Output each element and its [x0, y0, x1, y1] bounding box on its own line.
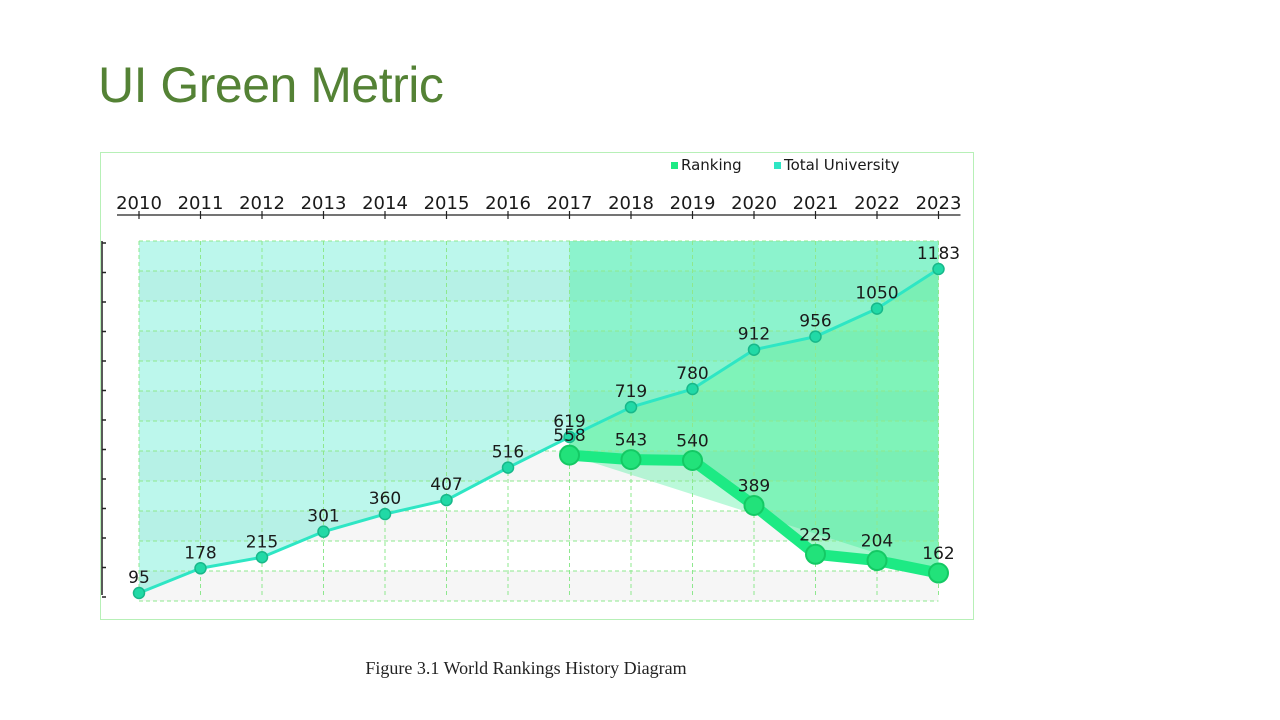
total-university-point: [932, 262, 945, 276]
ranking-data-label: 543: [615, 431, 647, 451]
total-university-area: [139, 241, 939, 593]
total-university-data-label: 95: [128, 568, 150, 588]
total-university-data-label: 360: [369, 489, 401, 509]
ranking-data-label: 225: [799, 525, 831, 545]
plot-band: [139, 241, 939, 271]
ranking-point: [682, 449, 703, 471]
ranking-point: [559, 444, 580, 466]
x-tick-label: 2011: [178, 193, 224, 214]
x-tick-label: 2019: [670, 193, 716, 214]
plot-background-bands: [139, 241, 939, 601]
x-tick-label: 2012: [239, 193, 285, 214]
total-university-point: [747, 343, 761, 356]
total-university-point: [132, 586, 146, 600]
total-university-point: [563, 430, 576, 444]
total-university-point: [378, 507, 392, 521]
total-university-data-label: 912: [738, 325, 770, 345]
total-university-data-label: 619: [553, 412, 585, 432]
plot-band: [139, 481, 939, 511]
total-university-data-label: 215: [246, 532, 278, 552]
ranking-point: [805, 543, 826, 565]
total-university-data-label: 719: [615, 382, 647, 402]
total-university-data-label: 956: [799, 312, 831, 332]
total-university-point: [624, 400, 638, 414]
ranking-data-label: 558: [553, 426, 585, 446]
total-university-data-label: 178: [184, 543, 216, 563]
total-university-point: [440, 493, 453, 507]
plot-band: [139, 571, 939, 601]
ranking-data-label: 540: [676, 431, 708, 451]
x-tick-label: 2014: [362, 193, 408, 214]
x-tick-label: 2022: [854, 193, 900, 214]
line-chart: 2010 2011 2012 2013 2014 2015 2016 2017 2018 2019…: [101, 156, 961, 602]
plot-band: [139, 391, 939, 421]
x-tick-label: 2018: [608, 193, 654, 214]
total-university-data-label: 301: [307, 507, 339, 527]
total-university-point: [194, 562, 207, 575]
plot-band: [139, 451, 939, 481]
x-tick-label: 2016: [485, 193, 531, 214]
legend-swatch: [774, 162, 781, 169]
plot-band: [139, 301, 939, 331]
total-university-point: [255, 551, 269, 564]
plot-band: [139, 511, 939, 541]
data-labels: 95 178 215 301 360 407 516 619 719 780 912 956 1050 1…: [128, 244, 960, 588]
x-tick-label: 2017: [547, 193, 593, 214]
legend: Ranking Total University: [671, 156, 900, 174]
total-university-data-label: 516: [492, 443, 524, 463]
total-university-data-label: 1183: [917, 244, 960, 264]
ranking-data-label: 162: [922, 544, 954, 564]
ranking-point: [620, 449, 642, 471]
total-university-data-label: 1050: [855, 284, 898, 304]
total-university-data-label: 780: [676, 364, 708, 384]
legend-label: Total University: [783, 156, 900, 174]
x-tick-label: 2013: [301, 193, 347, 214]
y-axis: [101, 241, 106, 598]
plot-band: [139, 361, 939, 391]
ranking-data-label: 389: [738, 476, 770, 496]
ranking-point: [743, 494, 765, 516]
x-tick-label: 2021: [793, 193, 839, 214]
total-university-point: [501, 461, 515, 474]
total-university-point: [317, 525, 330, 538]
chart-container: 2010 2011 2012 2013 2014 2015 2016 2017 2018 2019…: [100, 152, 974, 620]
total-university-point: [686, 382, 699, 396]
series-points: [132, 262, 949, 600]
figure-caption: Figure 3.1 World Rankings History Diagra…: [365, 658, 687, 678]
total-university-data-label: 407: [430, 475, 462, 495]
total-university-point: [809, 330, 822, 343]
legend-label: Ranking: [681, 156, 742, 174]
legend-swatch: [671, 162, 678, 169]
ranking-data-label: 204: [861, 532, 893, 552]
total-university-line: [137, 267, 940, 595]
plot-band: [139, 331, 939, 361]
ranking-point: [928, 562, 949, 584]
plot-band: [139, 421, 939, 451]
x-tick-label: 2023: [916, 193, 962, 214]
total-university-point: [870, 302, 884, 315]
x-tick-label: 2020: [731, 193, 777, 214]
x-tick-label: 2015: [424, 193, 470, 214]
slide-title: UI Green Metric: [98, 57, 444, 113]
plot-band: [139, 271, 939, 301]
x-axis: 2010 2011 2012 2013 2014 2015 2016 2017 2018 2019…: [116, 193, 961, 219]
ranking-point: [866, 550, 888, 572]
x-tick-label: 2010: [116, 193, 162, 214]
